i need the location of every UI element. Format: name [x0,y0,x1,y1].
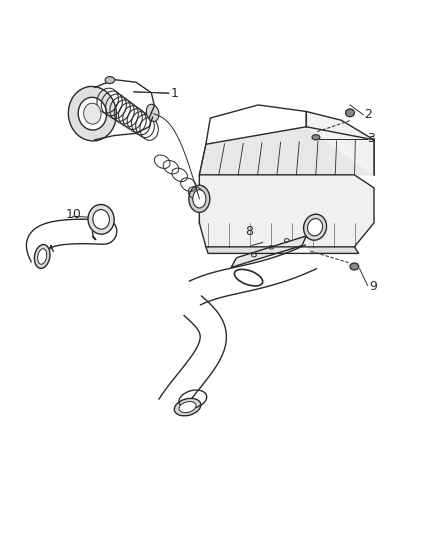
Ellipse shape [346,109,354,117]
Ellipse shape [38,249,47,264]
Ellipse shape [312,135,320,140]
Text: 8: 8 [246,225,254,238]
Ellipse shape [193,190,206,208]
Ellipse shape [88,205,114,234]
Ellipse shape [93,209,110,229]
Text: 2: 2 [364,108,372,121]
Polygon shape [199,127,374,175]
Ellipse shape [179,401,196,413]
Ellipse shape [304,214,327,240]
Polygon shape [26,219,117,262]
Text: 10: 10 [65,208,81,222]
Polygon shape [159,296,226,414]
Ellipse shape [78,98,106,130]
Ellipse shape [68,86,117,141]
Text: 9: 9 [369,280,377,293]
Ellipse shape [350,263,359,270]
Ellipse shape [84,103,101,124]
Ellipse shape [307,219,322,236]
Ellipse shape [34,245,50,268]
Ellipse shape [189,185,210,212]
Polygon shape [231,236,306,268]
Ellipse shape [174,398,201,416]
Text: 3: 3 [367,132,375,145]
Text: 1: 1 [171,87,179,100]
Polygon shape [306,111,374,175]
Polygon shape [199,175,374,247]
Polygon shape [189,245,316,305]
Ellipse shape [146,104,159,122]
Ellipse shape [105,77,115,84]
Polygon shape [206,247,359,253]
